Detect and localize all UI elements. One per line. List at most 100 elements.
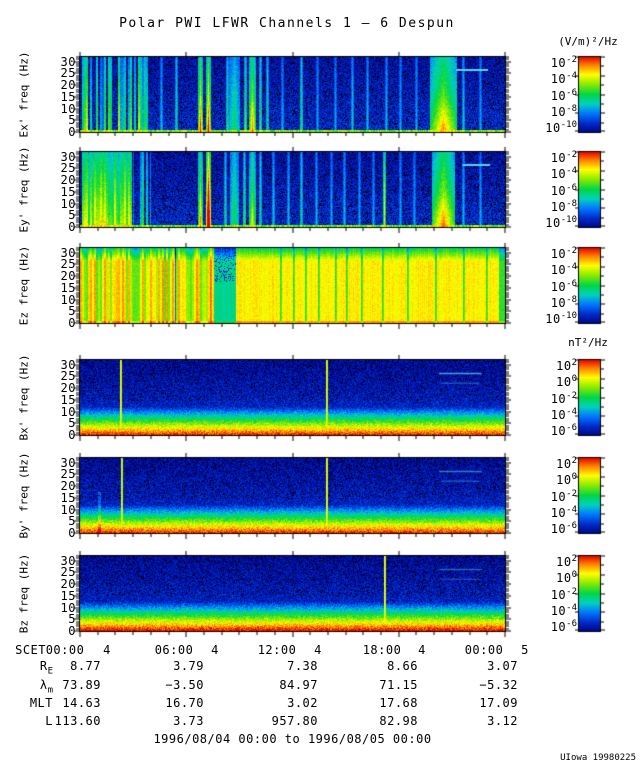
freq-tick-label: 30 [60,245,76,260]
colorbar-tick-base: 10 [550,587,567,602]
colorbar-tick-base: 10 [556,457,572,471]
colorbar-tick-base: 10 [550,505,567,520]
ephemeris-value: 16.70 [165,696,204,710]
colorbar-ez [573,242,607,330]
colorbar-tick-exponent: 0 [571,374,577,385]
freq-tick-label: 0 [68,428,76,442]
colorbar-tick-exponent: -2 [566,390,577,401]
ephemeris-value: 8.77 [70,659,101,673]
colorbar-tick-exponent: -6 [566,182,577,193]
colorbar-tick-label: 100 [531,373,577,389]
colorbar-tick-base: 10 [556,473,572,488]
colorbar-tick-exponent: 0 [571,570,577,581]
ephemeris-value: 113.60 [54,714,101,728]
colorbar-by [573,452,607,540]
freq-tick-label: 10 [60,101,76,116]
colorbar-tick-label: 10-6 [531,422,577,438]
colorbar-tick-exponent: -8 [566,103,577,114]
freq-tick-label: 30 [60,357,76,372]
colorbar-tick-exponent: -10 [560,311,577,321]
colorbar-tick-exponent: 2 [571,554,577,564]
day-tick-label: 5 [521,643,529,657]
colorbar-tick-exponent: -6 [566,278,577,289]
colorbar-tick-label: 100 [531,471,577,488]
colorbar-tick-label: 10-2 [531,149,577,165]
freq-tick-label: 5 [68,113,76,128]
ephemeris-value: 17.09 [479,696,518,710]
colorbar-tick-base: 10 [550,167,567,182]
freq-tick-label: 25 [60,66,76,81]
freq-tick-label: 10 [60,292,76,307]
colorbar-tick-label: 10-6 [531,618,577,634]
ephemeris-value: 14.63 [62,696,101,710]
ephemeris-value: 957.80 [271,714,318,728]
freq-tick-label: 20 [60,78,76,93]
freq-tick-label: 15 [60,280,76,295]
freq-tick-label: 5 [68,208,76,223]
colorbar-tick-base: 10 [550,56,567,70]
colorbar-tick-base: 10 [545,216,561,230]
ephemeris-value: 73.89 [62,678,101,692]
colorbar-tick-exponent: -2 [566,246,577,256]
freq-tick-label: 20 [60,479,76,494]
colorbar-tick-label: 10-2 [531,245,577,261]
colorbar-tick-exponent: -2 [566,586,577,597]
y-axis-label-bx: Bx' freq (Hz) [17,353,31,441]
colorbar-tick-label: 10-2 [531,586,577,602]
ephemeris-value: 3.73 [173,714,204,728]
freq-tick-label: 25 [60,161,76,176]
colorbar-tick-label: 10-10 [531,214,577,230]
colorbar-tick-exponent: -4 [566,504,577,515]
ephemeris-value: 17.68 [379,696,418,710]
ephemeris-value: 3.02 [287,696,318,710]
colorbar-tick-label: 10-4 [531,406,577,422]
freq-tick-label: 10 [60,600,76,615]
freq-tick-label: 20 [60,381,76,396]
day-tick-label: 4 [103,643,111,657]
colorbar-tick-base: 10 [550,391,567,406]
colorbar-tick-label: 10-4 [531,602,577,618]
colorbar-tick-exponent: -8 [566,294,577,305]
ephemeris-row-label: MLT [3,697,53,710]
spectrogram-panel-by [74,452,512,540]
colorbar-tick-base: 10 [545,312,561,326]
time-tick-label: 00:00 [464,643,504,657]
freq-tick-label: 20 [60,173,76,188]
colorbar-tick-label: 102 [531,553,577,569]
freq-tick-label: 15 [60,392,76,407]
colorbar-tick-base: 10 [550,247,567,261]
colorbar-tick-exponent: -4 [566,71,577,82]
b-colorbar-unit-label: nT²/Hz [568,336,608,349]
colorbar-ey [573,146,607,234]
freq-tick-label: 25 [60,369,76,384]
ephemeris-row-label-text: L [45,714,53,728]
colorbar-tick-label: 10-6 [531,182,577,198]
ephemeris-value: 71.15 [379,678,418,692]
colorbar-tick-label: 10-4 [531,70,577,86]
colorbar-tick-base: 10 [550,279,567,294]
colorbar-tick-exponent: -2 [566,488,577,499]
colorbar-tick-base: 10 [550,424,567,438]
colorbar-tick-label: 102 [531,357,577,373]
colorbar-tick-exponent: -2 [566,55,577,65]
freq-tick-label: 15 [60,588,76,603]
credit-label: UIowa 19980225 [560,753,636,763]
colorbar-tick-base: 10 [550,151,567,165]
freq-tick-label: 0 [68,125,76,139]
freq-tick-label: 5 [68,304,76,319]
freq-tick-label: 5 [68,514,76,529]
freq-tick-label: 15 [60,490,76,505]
ephemeris-value: 84.97 [279,678,318,692]
colorbar-tick-label: 10-8 [531,198,577,214]
colorbar-tick-base: 10 [550,489,567,504]
ephemeris-row-label-subscript: m [47,685,53,696]
freq-tick-label: 15 [60,184,76,199]
freq-tick-label: 5 [68,612,76,627]
freq-tick-label: 5 [68,416,76,431]
ephemeris-value: 3.12 [487,714,518,728]
freq-tick-label: 10 [60,502,76,517]
colorbar-tick-label: 10-2 [531,54,577,70]
colorbar-tick-exponent: -4 [566,406,577,417]
colorbar-tick-base: 10 [550,407,567,422]
